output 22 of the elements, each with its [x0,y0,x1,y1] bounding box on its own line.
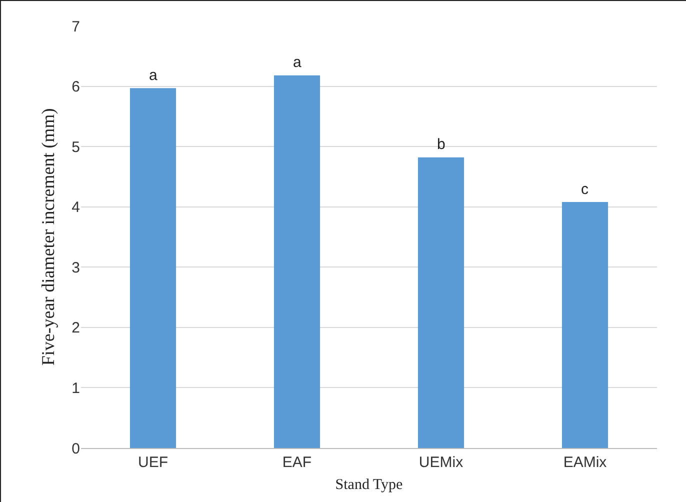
x-tick-label: EAF [282,454,312,471]
y-tick-label: 0 [72,440,80,458]
y-axis-title: Five-year diameter increment (mm) [38,108,58,366]
x-tick-label: UEMix [418,454,464,471]
bar [130,88,176,448]
x-tick-label: UEF [138,454,168,471]
x-axis-title: Stand Type [335,477,404,493]
y-tick-label: 2 [72,320,80,337]
x-tick-label: EAMix [563,454,608,471]
y-tick-label: 1 [72,380,80,397]
y-tick-label: 6 [72,78,80,96]
bar [418,157,464,448]
annotation: b [437,136,446,153]
annotation: a [293,54,302,71]
annotation: a [149,67,158,84]
annotation: c [581,181,589,198]
y-tick-label: 7 [72,18,80,36]
y-tick-label: 5 [72,138,80,156]
y-tick-label: 4 [72,199,80,216]
bar [562,202,608,448]
y-tick-label: 3 [72,259,80,276]
bar [274,75,320,448]
